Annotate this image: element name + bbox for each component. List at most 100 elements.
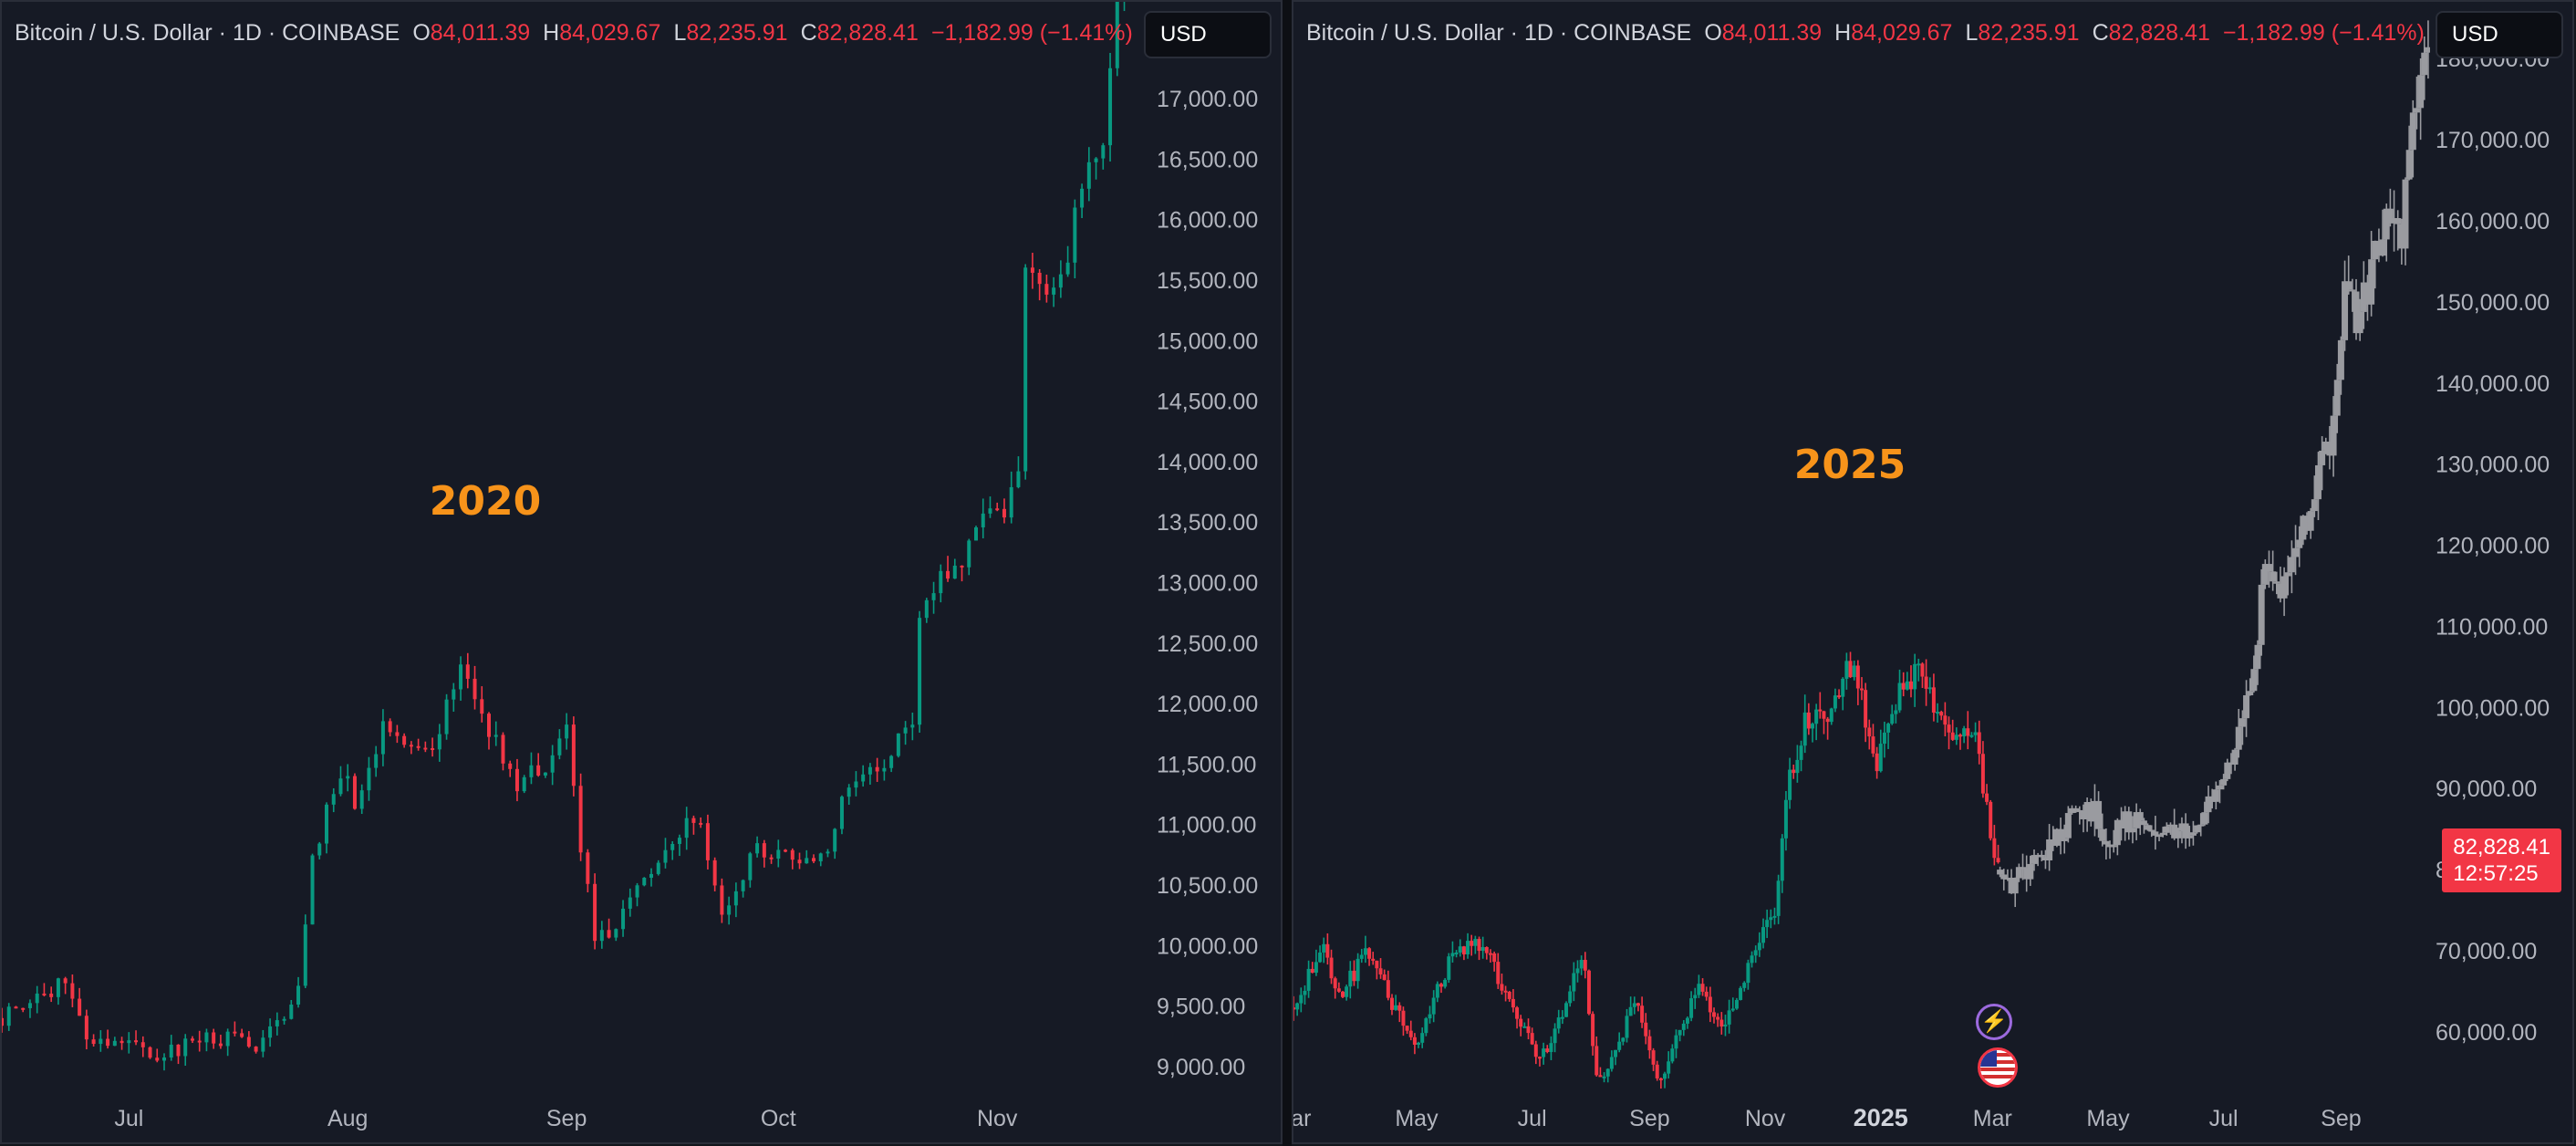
candle-body (2379, 239, 2386, 256)
candle-body (1086, 161, 1091, 189)
candle-body (712, 860, 717, 886)
candle-body (1435, 984, 1439, 998)
candle-body (854, 781, 858, 788)
candle-body (1526, 1026, 1531, 1034)
candle-body (2363, 282, 2371, 305)
candle-body (1772, 915, 1777, 918)
candle-body (2152, 831, 2159, 836)
chart-panel-2020[interactable]: 9,000.00 9,500.00 10,000.00 10,500.00 11,000… (0, 0, 1283, 1144)
candle-body (2345, 281, 2353, 290)
chart-2025-canvas[interactable]: 60,000.0070,000.0080,000.0090,000.00100,… (1293, 2, 2574, 1144)
panel-divider[interactable] (1283, 0, 1292, 1146)
candle-body (359, 790, 364, 809)
lightning-icon[interactable]: ⚡ (1976, 1004, 2012, 1040)
candle-body (2205, 796, 2212, 813)
candle-body (2182, 823, 2189, 839)
candle-body (762, 843, 766, 858)
high-value: 84,029.67 (559, 20, 661, 46)
x-tick-label: Oct (761, 1106, 796, 1131)
candle-body (1401, 1010, 1406, 1026)
candle-body (1716, 1016, 1720, 1020)
candle-body (1997, 870, 2004, 875)
candle-body (1644, 1022, 1648, 1037)
candle-body (1811, 724, 1815, 729)
candle-body (1977, 732, 1981, 755)
candle-body (367, 767, 371, 791)
candle-body (2159, 832, 2166, 836)
candle-body (748, 853, 753, 880)
candle-body (699, 822, 703, 825)
candle-body (1458, 946, 1462, 953)
candle-body (1658, 1078, 1663, 1080)
low-label: L (673, 20, 687, 46)
candle-body (2353, 291, 2360, 334)
candle-body (1424, 1018, 1428, 1034)
candle-body (2277, 583, 2284, 599)
x-axis[interactable]: Jul Aug Sep Oct Nov (114, 1106, 1018, 1131)
candle-body (565, 724, 569, 739)
candle-body (2110, 845, 2117, 848)
candle-body (1825, 718, 1830, 723)
candle-body (2314, 464, 2322, 500)
candle-body (946, 570, 950, 579)
currency-button[interactable]: USD (1144, 11, 1272, 58)
candle-body (1572, 973, 1576, 992)
candle-body (1515, 1007, 1520, 1019)
candle-body (952, 565, 957, 579)
candle-body (2333, 380, 2341, 416)
chart-2020-canvas[interactable]: 9,000.00 9,500.00 10,000.00 10,500.00 11,000… (2, 2, 1283, 1144)
candle-body (1723, 1024, 1728, 1027)
candle-body (2133, 812, 2140, 828)
candle-body (2106, 844, 2114, 848)
candle-body (1973, 732, 1978, 735)
candles (2, 2, 1126, 1071)
candle-body (536, 765, 541, 776)
x-tick-label: Jul (2209, 1106, 2238, 1131)
us-flag-icon[interactable] (1978, 1047, 2018, 1088)
candle-body (282, 1018, 286, 1021)
candle-body (776, 849, 781, 859)
candle-body (1568, 991, 1573, 1004)
candle-body (1030, 267, 1034, 273)
x-tick-label: Nov (1745, 1106, 1786, 1131)
candle-body (2053, 828, 2061, 846)
y-tick-label: 12,000.00 (1157, 692, 1258, 717)
candle-body (1496, 962, 1501, 985)
y-tick-label: 14,500.00 (1157, 390, 1258, 415)
candle-body (2091, 800, 2098, 822)
currency-button[interactable]: USD (2436, 11, 2563, 58)
candle-body (805, 858, 809, 864)
candle-body (119, 1040, 124, 1044)
candle-body (2326, 442, 2333, 456)
y-axis[interactable]: 9,000.00 9,500.00 10,000.00 10,500.00 11,000… (1157, 87, 1258, 1080)
candle-body (1503, 990, 1508, 993)
candle-body (2000, 874, 2008, 880)
candle-body (70, 983, 75, 999)
candle-body (1412, 1037, 1417, 1045)
candle-body (1023, 267, 1028, 472)
candle-body (1871, 736, 1875, 754)
candle-body (1833, 695, 1837, 709)
candle-body (1533, 1044, 1538, 1057)
candle-body (2311, 499, 2318, 512)
candle-body (1894, 710, 1898, 714)
low-value: 82,235.91 (686, 20, 788, 46)
candle-body (741, 880, 745, 891)
candle-body (1397, 1005, 1402, 1011)
candle-body (2076, 809, 2083, 812)
candle-body (1625, 1016, 1629, 1038)
chart-panel-2025[interactable]: 60,000.0070,000.0080,000.0090,000.00100,… (1292, 0, 2574, 1144)
candle-body (480, 699, 484, 714)
candle-body (42, 993, 47, 995)
candle-body (91, 1039, 96, 1045)
candle-body (1685, 1017, 1689, 1024)
candle-body (733, 891, 738, 906)
symbol-header: Bitcoin / U.S. Dollar · 1D · COINBASE O84… (15, 20, 1133, 47)
candle-body (2201, 812, 2208, 825)
x-axis[interactable]: ar May Jul Sep Nov 2025 Mar May Jul Sep (1293, 1104, 2362, 1131)
candle-body (1480, 947, 1485, 952)
candle-body (459, 664, 463, 690)
candle-body (1806, 712, 1811, 729)
x-tick-label: May (2086, 1106, 2130, 1131)
y-axis[interactable]: 60,000.0070,000.0080,000.0090,000.00100,… (2436, 47, 2550, 1046)
